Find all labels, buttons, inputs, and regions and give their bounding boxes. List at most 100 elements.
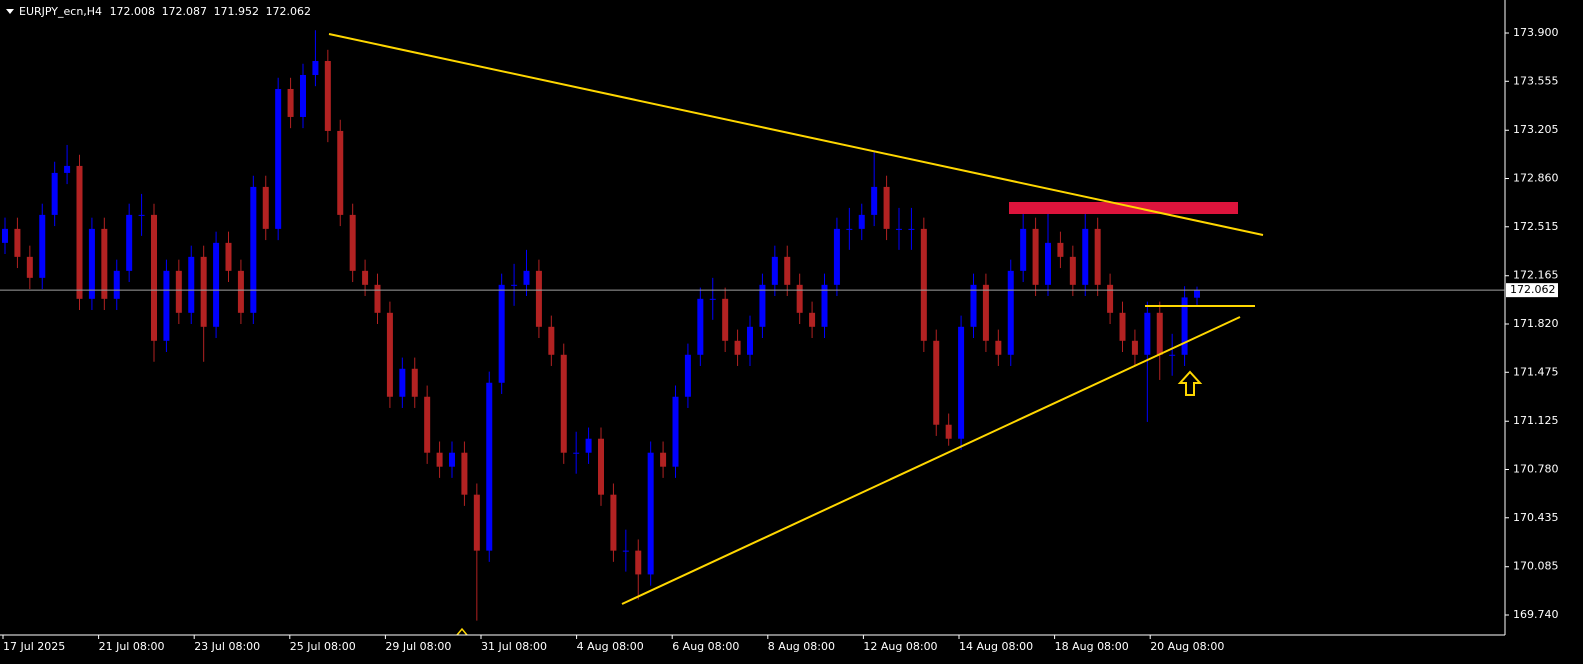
candle-body: [548, 326, 555, 355]
y-tick-label: 170.435: [1513, 511, 1559, 524]
x-tick-label: 4 Aug 08:00: [577, 640, 644, 653]
candle-body: [362, 270, 369, 285]
candle-body: [287, 88, 294, 117]
candle-body: [473, 494, 480, 551]
chart-header: EURJPY_ecn,H4 172.008 172.087 171.952 17…: [19, 5, 311, 18]
candle-body: [684, 354, 691, 397]
candle-body: [175, 270, 182, 313]
candle-body: [1045, 242, 1051, 285]
candle-body: [883, 186, 890, 229]
arrow-up: [1177, 370, 1203, 396]
candle-body: [982, 284, 989, 341]
candle-body: [784, 256, 791, 285]
candle-body: [88, 228, 95, 299]
candle-body: [399, 368, 406, 397]
marker: [456, 627, 468, 636]
candle-body: [113, 270, 120, 299]
candle-body: [1181, 297, 1188, 355]
candle-body: [101, 228, 108, 299]
candle-body: [833, 228, 840, 285]
candle-body: [933, 340, 940, 425]
candle-body: [2, 228, 8, 243]
candle-body: [635, 550, 642, 575]
candle-body: [846, 228, 853, 230]
candle-body: [821, 284, 828, 327]
y-tick-label: 171.475: [1513, 365, 1559, 378]
candle-body: [126, 214, 133, 271]
y-tick-label: 171.820: [1513, 317, 1559, 330]
candle-body: [374, 284, 381, 313]
candle-body: [449, 452, 455, 467]
y-tick-label: 173.900: [1513, 26, 1559, 39]
candle-body: [759, 284, 766, 327]
candle-body: [14, 228, 21, 257]
candle-body: [1057, 242, 1064, 257]
candle-body: [709, 298, 716, 300]
candle-body: [1082, 228, 1089, 285]
x-tick-label: 25 Jul 08:00: [290, 640, 356, 653]
candle-body: [1107, 284, 1114, 313]
candle-body: [610, 494, 617, 551]
candle-body: [436, 452, 443, 467]
symbol: EURJPY_ecn,H4: [19, 5, 102, 18]
x-tick-label: 31 Jul 08:00: [481, 640, 547, 653]
candle-body: [237, 270, 244, 313]
candle-body: [424, 396, 431, 453]
candle-body: [64, 165, 71, 173]
candle-body: [771, 256, 778, 285]
candle-body: [386, 312, 393, 397]
current-price-label: 172.062: [1510, 283, 1556, 296]
candle-body: [734, 340, 741, 355]
candle-body: [622, 550, 629, 552]
candle-body: [747, 326, 753, 355]
candle-body: [535, 270, 542, 327]
candle-body: [871, 186, 878, 215]
candle-body: [896, 228, 902, 230]
candle-body: [163, 270, 170, 341]
y-tick-label: 171.125: [1513, 414, 1559, 427]
candle-body: [1194, 290, 1200, 298]
x-tick-label: 23 Jul 08:00: [194, 640, 260, 653]
candle-body: [672, 396, 679, 467]
candle-body: [796, 284, 803, 313]
candle-body: [312, 60, 319, 75]
candle-body: [598, 438, 604, 495]
candle-body: [250, 186, 257, 313]
candle-body: [1020, 228, 1027, 271]
candle-body: [1169, 354, 1176, 356]
candle-body: [573, 452, 580, 454]
candle-body: [970, 284, 977, 327]
x-tick-label: 29 Jul 08:00: [385, 640, 451, 653]
y-tick-label: 173.555: [1513, 74, 1559, 87]
candle-body: [958, 326, 965, 439]
candle-body: [920, 228, 927, 341]
trend-line: [328, 33, 1264, 236]
x-tick-label: 18 Aug 08:00: [1055, 640, 1129, 653]
candle-body: [1131, 340, 1138, 355]
y-tick-label: 172.515: [1513, 220, 1559, 233]
x-tick-label: 14 Aug 08:00: [959, 640, 1033, 653]
candle-body: [213, 242, 220, 327]
y-tick-label: 172.165: [1513, 269, 1559, 282]
candle-body: [138, 214, 145, 216]
candle-body: [486, 382, 493, 551]
y-tick-label: 170.780: [1513, 462, 1559, 475]
candle-body: [1144, 312, 1151, 355]
resistance-zone: [1009, 202, 1238, 214]
candle-body: [511, 284, 518, 286]
y-tick-label: 170.085: [1513, 560, 1559, 573]
candle-body: [1094, 228, 1101, 285]
candle-body: [1032, 228, 1039, 285]
candle-body: [722, 298, 729, 341]
menu-triangle[interactable]: [6, 9, 14, 14]
candle-body: [1156, 312, 1163, 355]
candle-body: [337, 130, 344, 215]
trend-line: [621, 316, 1241, 605]
candle-body: [945, 424, 952, 439]
open-price: 172.008: [110, 5, 156, 18]
candle-body: [1007, 270, 1014, 355]
candle-body: [349, 214, 356, 271]
candle-body: [560, 354, 567, 453]
